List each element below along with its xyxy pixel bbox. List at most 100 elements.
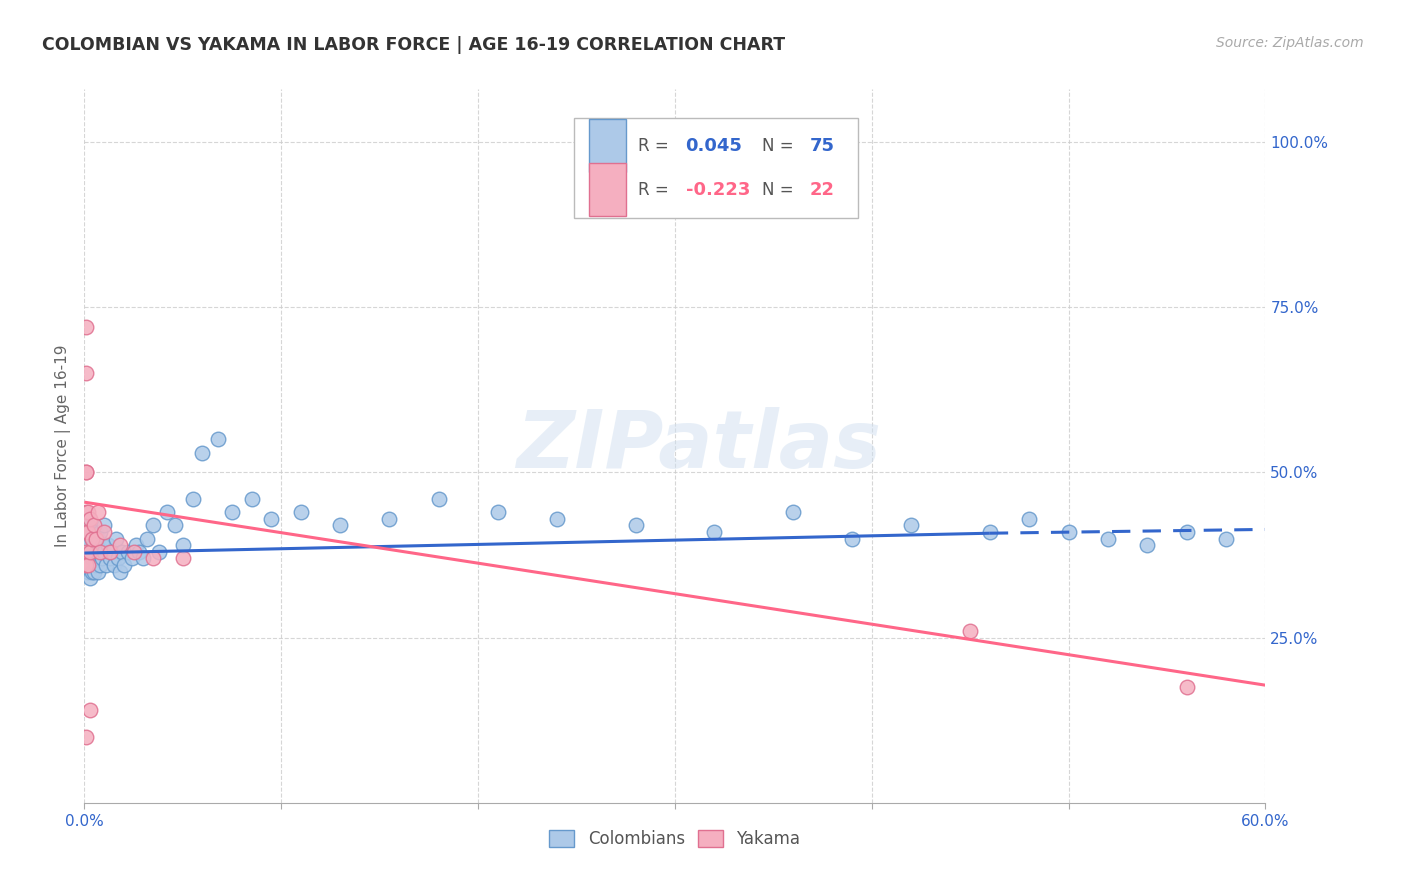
Point bbox=[82, 565, 104, 579]
Point bbox=[75, 558, 97, 572]
Point bbox=[98, 545, 121, 559]
Point bbox=[75, 466, 97, 480]
Text: ZIPatlas: ZIPatlas bbox=[516, 407, 882, 485]
Point bbox=[240, 491, 263, 506]
Text: 0.045: 0.045 bbox=[686, 136, 742, 154]
Point bbox=[79, 545, 101, 559]
Point bbox=[101, 545, 124, 559]
Point bbox=[181, 491, 204, 506]
Point bbox=[148, 545, 170, 559]
Point bbox=[290, 505, 312, 519]
Point bbox=[91, 551, 114, 566]
Point bbox=[75, 466, 97, 480]
Text: R =: R = bbox=[638, 136, 675, 154]
Text: COLOMBIAN VS YAKAMA IN LABOR FORCE | AGE 16-19 CORRELATION CHART: COLOMBIAN VS YAKAMA IN LABOR FORCE | AGE… bbox=[42, 36, 786, 54]
Point bbox=[121, 551, 143, 566]
Point bbox=[89, 558, 111, 572]
Point bbox=[79, 511, 101, 525]
Point bbox=[83, 538, 105, 552]
Point bbox=[142, 551, 165, 566]
Point bbox=[1215, 532, 1237, 546]
Point bbox=[75, 730, 97, 744]
Point bbox=[75, 524, 97, 539]
Bar bbox=[589, 119, 627, 172]
Point bbox=[841, 532, 863, 546]
Point bbox=[378, 511, 401, 525]
Point bbox=[782, 505, 804, 519]
Point bbox=[93, 524, 115, 539]
Point bbox=[486, 505, 509, 519]
Text: Source: ZipAtlas.com: Source: ZipAtlas.com bbox=[1216, 36, 1364, 50]
Point bbox=[546, 511, 568, 525]
Point bbox=[87, 545, 110, 559]
Point bbox=[624, 518, 647, 533]
Text: R =: R = bbox=[638, 181, 675, 199]
Point bbox=[87, 532, 110, 546]
Point bbox=[117, 545, 139, 559]
Point bbox=[1018, 511, 1040, 525]
Point bbox=[83, 518, 105, 533]
Point bbox=[207, 433, 229, 447]
Point bbox=[87, 505, 110, 519]
Legend: Colombians, Yakama: Colombians, Yakama bbox=[543, 823, 807, 855]
Point bbox=[89, 545, 111, 559]
Text: N =: N = bbox=[762, 181, 799, 199]
Point bbox=[900, 518, 922, 533]
Point bbox=[83, 565, 105, 579]
Point bbox=[107, 551, 129, 566]
Point bbox=[79, 571, 101, 585]
Point bbox=[79, 703, 101, 717]
Point bbox=[84, 524, 107, 539]
Y-axis label: In Labor Force | Age 16-19: In Labor Force | Age 16-19 bbox=[55, 344, 72, 548]
Point bbox=[77, 538, 100, 552]
Point bbox=[1097, 532, 1119, 546]
Point bbox=[1136, 538, 1159, 552]
Point bbox=[83, 551, 105, 566]
Point bbox=[75, 558, 97, 572]
Point bbox=[84, 558, 107, 572]
Point bbox=[87, 565, 110, 579]
Point bbox=[75, 505, 97, 519]
Point bbox=[260, 511, 283, 525]
Bar bbox=[589, 163, 627, 217]
Point bbox=[122, 545, 145, 559]
Point bbox=[108, 538, 131, 552]
Point bbox=[172, 551, 194, 566]
Point bbox=[77, 558, 100, 572]
Point bbox=[82, 532, 104, 546]
Point bbox=[79, 558, 101, 572]
Point bbox=[77, 524, 100, 539]
Point bbox=[97, 538, 120, 552]
Point bbox=[89, 524, 111, 539]
Point bbox=[82, 532, 104, 546]
FancyBboxPatch shape bbox=[575, 118, 858, 218]
Point bbox=[77, 505, 100, 519]
Point bbox=[112, 558, 135, 572]
Point bbox=[75, 532, 97, 546]
Point bbox=[163, 518, 186, 533]
Point bbox=[77, 551, 100, 566]
Point bbox=[172, 538, 194, 552]
Point bbox=[329, 518, 352, 533]
Point bbox=[191, 445, 214, 459]
Point bbox=[79, 545, 101, 559]
Point bbox=[77, 565, 100, 579]
Point bbox=[111, 545, 134, 559]
Point bbox=[128, 545, 150, 559]
Point bbox=[77, 518, 100, 533]
Point bbox=[124, 538, 146, 552]
Point bbox=[75, 545, 97, 559]
Point bbox=[1175, 524, 1198, 539]
Point bbox=[91, 538, 114, 552]
Point bbox=[75, 320, 97, 334]
Point bbox=[89, 545, 111, 559]
Point bbox=[103, 558, 125, 572]
Point bbox=[1057, 524, 1080, 539]
Point bbox=[142, 518, 165, 533]
Point bbox=[979, 524, 1001, 539]
Text: N =: N = bbox=[762, 136, 799, 154]
Point bbox=[136, 532, 159, 546]
Point bbox=[104, 532, 127, 546]
Point bbox=[79, 524, 101, 539]
Text: -0.223: -0.223 bbox=[686, 181, 749, 199]
